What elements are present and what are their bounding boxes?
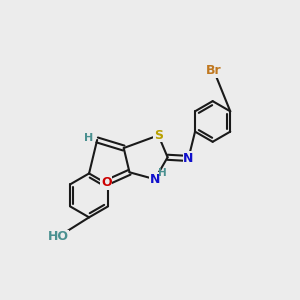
Text: O: O bbox=[101, 176, 112, 189]
Text: N: N bbox=[183, 152, 194, 165]
Text: HO: HO bbox=[47, 230, 68, 244]
Text: N: N bbox=[150, 173, 160, 186]
Text: H: H bbox=[84, 133, 94, 142]
Text: H: H bbox=[158, 168, 167, 178]
Text: S: S bbox=[154, 129, 163, 142]
Text: Br: Br bbox=[206, 64, 222, 77]
